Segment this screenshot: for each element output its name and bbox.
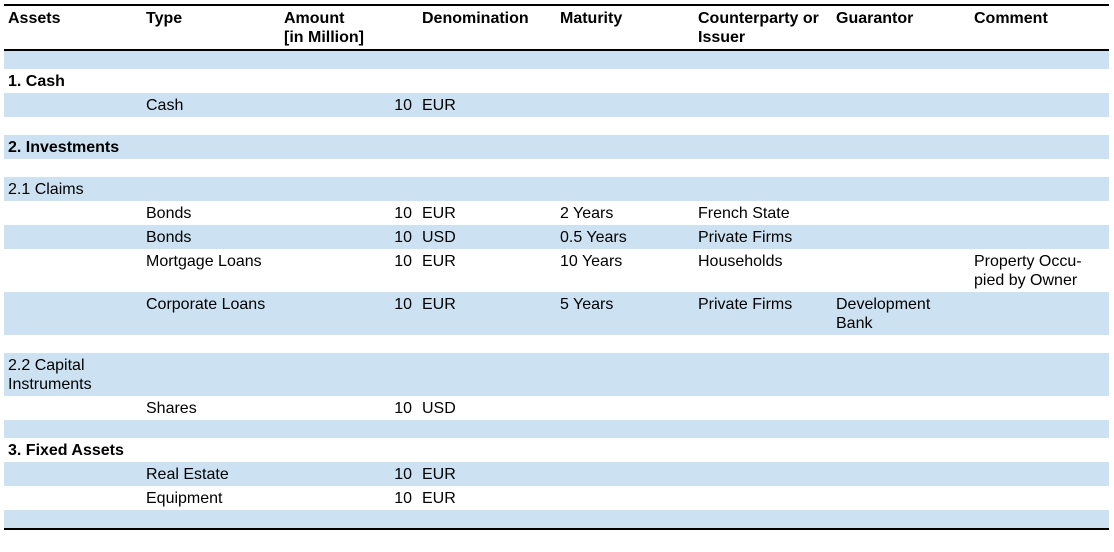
cell-maturity xyxy=(556,462,694,486)
table-row: Real Estate 10 EUR xyxy=(4,462,1109,486)
cell-guarantor: Development Bank xyxy=(832,292,970,335)
spacer-row xyxy=(4,420,1109,438)
column-header-amount: Amount [in Million] xyxy=(284,10,364,46)
cell-amount: 10 xyxy=(280,249,418,292)
section-title-investments: 2. Investments xyxy=(4,135,280,159)
column-header-denomination: Denomination xyxy=(422,10,529,27)
table-row: Corporate Loans 10 EUR 5 Years Private F… xyxy=(4,292,1109,335)
cell-amount: 10 xyxy=(280,292,418,335)
cell-amount: 10 xyxy=(280,225,418,249)
cell-amount: 10 xyxy=(280,93,418,117)
spacer-row xyxy=(4,117,1109,135)
cell-maturity: 2 Years xyxy=(556,201,694,225)
cell-denomination: EUR xyxy=(418,201,556,225)
column-header-type: Type xyxy=(146,10,183,27)
cell-comment xyxy=(970,396,1109,420)
cell-counterparty: Households xyxy=(694,249,832,292)
cell-comment xyxy=(970,292,1109,335)
cell-amount: 10 xyxy=(280,201,418,225)
cell-denomination: EUR xyxy=(418,292,556,335)
cell-denomination: EUR xyxy=(418,486,556,510)
cell-type: Bonds xyxy=(142,201,280,225)
table-row: Shares 10 USD xyxy=(4,396,1109,420)
cell-denomination: EUR xyxy=(418,462,556,486)
subsection-title-capital-instruments: 2.2 Capital Instruments xyxy=(4,353,280,396)
subsection-row-capital-instruments: 2.2 Capital Instruments xyxy=(4,353,1109,396)
cell-comment xyxy=(970,93,1109,117)
cell-amount: 10 xyxy=(280,462,418,486)
cell-guarantor xyxy=(832,249,970,292)
subsection-title-claims: 2.1 Claims xyxy=(4,177,280,201)
table-row: Bonds 10 USD 0.5 Years Private Firms xyxy=(4,225,1109,249)
subsection-row-claims: 2.1 Claims xyxy=(4,177,1109,201)
spacer-row xyxy=(4,159,1109,177)
assets-table: Assets Type Amount [in Million] Denominat… xyxy=(4,4,1109,530)
cell-guarantor xyxy=(832,201,970,225)
cell-maturity xyxy=(556,396,694,420)
section-title-cash: 1. Cash xyxy=(4,69,280,93)
section-row-cash: 1. Cash xyxy=(4,69,1109,93)
cell-maturity xyxy=(556,486,694,510)
cell-comment xyxy=(970,225,1109,249)
cell-counterparty xyxy=(694,93,832,117)
cell-type: Corporate Loans xyxy=(142,292,280,335)
cell-denomination: USD xyxy=(418,396,556,420)
cell-type: Real Estate xyxy=(142,462,280,486)
cell-denomination: EUR xyxy=(418,93,556,117)
section-title-fixed-assets: 3. Fixed Assets xyxy=(4,438,280,462)
cell-amount: 10 xyxy=(280,486,418,510)
cell-type: Shares xyxy=(142,396,280,420)
table-row: Bonds 10 EUR 2 Years French State xyxy=(4,201,1109,225)
cell-comment: Property Occu-pied by Owner xyxy=(970,249,1109,292)
cell-counterparty: Private Firms xyxy=(694,292,832,335)
section-row-fixed-assets: 3. Fixed Assets xyxy=(4,438,1109,462)
column-header-assets: Assets xyxy=(8,10,61,27)
cell-maturity xyxy=(556,93,694,117)
cell-maturity: 0.5 Years xyxy=(556,225,694,249)
cell-counterparty xyxy=(694,462,832,486)
cell-denomination: USD xyxy=(418,225,556,249)
cell-guarantor xyxy=(832,225,970,249)
cell-amount: 10 xyxy=(280,396,418,420)
cell-comment xyxy=(970,486,1109,510)
table-row: Cash 10 EUR xyxy=(4,93,1109,117)
column-header-comment: Comment xyxy=(974,10,1048,27)
cell-maturity: 10 Years xyxy=(556,249,694,292)
cell-guarantor xyxy=(832,486,970,510)
table-row: Mortgage Loans 10 EUR 10 Years Household… xyxy=(4,249,1109,292)
cell-type: Mortgage Loans xyxy=(142,249,280,292)
cell-type: Bonds xyxy=(142,225,280,249)
cell-counterparty: Private Firms xyxy=(694,225,832,249)
cell-type: Equipment xyxy=(142,486,280,510)
cell-counterparty xyxy=(694,486,832,510)
column-header-maturity: Maturity xyxy=(560,10,623,27)
cell-guarantor xyxy=(832,462,970,486)
assets-table-container: Assets Type Amount [in Million] Denominat… xyxy=(4,4,1109,530)
spacer-row xyxy=(4,50,1109,69)
cell-guarantor xyxy=(832,93,970,117)
spacer-row xyxy=(4,335,1109,353)
column-header-guarantor: Guarantor xyxy=(836,10,914,27)
table-row: Equipment 10 EUR xyxy=(4,486,1109,510)
spacer-row xyxy=(4,510,1109,529)
cell-type: Cash xyxy=(142,93,280,117)
table-header-row: Assets Type Amount [in Million] Denominat… xyxy=(4,5,1109,50)
cell-denomination: EUR xyxy=(418,249,556,292)
cell-guarantor xyxy=(832,396,970,420)
cell-comment xyxy=(970,462,1109,486)
section-row-investments: 2. Investments xyxy=(4,135,1109,159)
cell-counterparty: French State xyxy=(694,201,832,225)
cell-comment xyxy=(970,201,1109,225)
column-header-counterparty: Counterparty or Issuer xyxy=(698,10,819,46)
cell-maturity: 5 Years xyxy=(556,292,694,335)
cell-counterparty xyxy=(694,396,832,420)
